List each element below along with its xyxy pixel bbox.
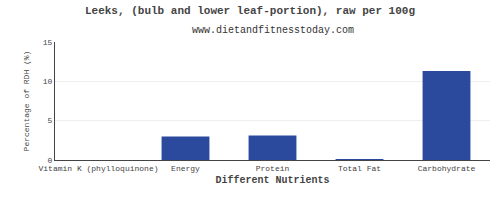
svg-text:Percentage of RDH (%): Percentage of RDH (%): [22, 51, 31, 152]
svg-text:Energy: Energy: [171, 164, 200, 173]
svg-text:10: 10: [43, 77, 53, 86]
svg-text:Leeks, (bulb and lower leaf-po: Leeks, (bulb and lower leaf-portion), ra…: [85, 5, 415, 17]
svg-text:www.dietandfitnesstoday.com: www.dietandfitnesstoday.com: [192, 25, 354, 36]
svg-text:Protein: Protein: [256, 164, 290, 173]
svg-text:0: 0: [48, 156, 53, 165]
svg-text:Total Fat: Total Fat: [338, 164, 381, 173]
svg-text:Carbohydrate: Carbohydrate: [418, 164, 476, 173]
svg-text:5: 5: [48, 116, 53, 125]
svg-text:Different Nutrients: Different Nutrients: [215, 175, 329, 186]
svg-text:15: 15: [43, 38, 53, 47]
svg-text:Vitamin K (phylloquinone): Vitamin K (phylloquinone): [38, 164, 158, 173]
